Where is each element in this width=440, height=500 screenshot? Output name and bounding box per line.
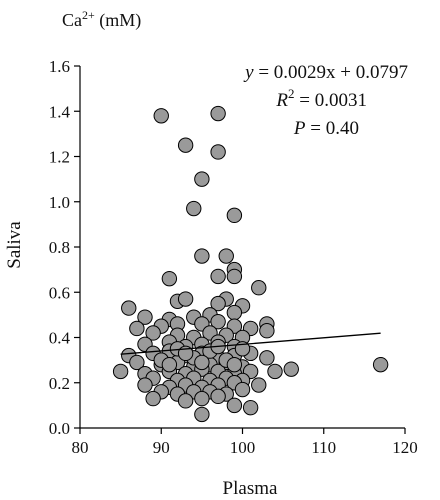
- y-tick-label: 1.2: [49, 148, 70, 167]
- p-value-text: P = 0.40: [293, 118, 359, 139]
- data-point: [177, 393, 194, 409]
- regression-line: [120, 332, 381, 355]
- data-point: [218, 248, 234, 264]
- y-axis-title: Saliva: [4, 221, 25, 269]
- data-point: [153, 108, 169, 124]
- data-point: [226, 356, 243, 373]
- y-tick-label: 0.4: [49, 329, 71, 348]
- data-point: [210, 295, 226, 312]
- regression-annotation: y = 0.0029x + 0.0797 R2 = 0.0031 P = 0.4…: [243, 62, 408, 139]
- data-point: [194, 248, 210, 264]
- y-tick-label: 0.0: [49, 419, 70, 438]
- x-tick-label: 110: [311, 438, 336, 457]
- data-point: [186, 200, 202, 217]
- x-tick-label: 80: [72, 438, 89, 457]
- data-point: [267, 363, 283, 380]
- data-point: [161, 270, 178, 287]
- data-point: [177, 291, 194, 307]
- data-point: [210, 105, 226, 122]
- data-point: [210, 388, 226, 405]
- y-tick-label: 1.0: [49, 193, 70, 212]
- data-point: [129, 320, 145, 337]
- data-point: [226, 207, 243, 224]
- y-tick-label: 0.8: [49, 238, 70, 257]
- data-point: [145, 390, 161, 407]
- data-point: [210, 313, 226, 330]
- data-point: [251, 377, 267, 393]
- y-tick-label: 1.6: [49, 57, 70, 76]
- data-point: [137, 377, 153, 393]
- unit-label: Ca2+ (mM): [62, 8, 141, 31]
- data-point: [210, 268, 226, 285]
- data-point: [210, 144, 226, 160]
- data-point: [259, 350, 275, 366]
- x-tick-label: 90: [153, 438, 170, 457]
- data-point: [194, 171, 210, 187]
- data-point: [226, 397, 243, 414]
- data-point: [194, 406, 210, 423]
- data-point: [145, 325, 161, 341]
- data-point: [121, 300, 137, 316]
- data-points: [112, 105, 389, 423]
- y-tick-label: 0.6: [49, 283, 70, 302]
- data-point: [242, 399, 259, 416]
- y-tick-label: 0.2: [49, 374, 70, 393]
- r-squared-text: R2 = 0.0031: [275, 86, 367, 111]
- data-point: [129, 354, 145, 371]
- regression-line-group: [120, 332, 381, 355]
- y-tick-label: 1.4: [49, 102, 71, 121]
- x-tick-label: 100: [230, 438, 256, 457]
- data-point: [251, 280, 267, 296]
- ticks: 0.0 0.2 0.4 0.6 0.8 1.0 1.2 1.4 1.6 80 90 100 110 120: [49, 57, 418, 457]
- x-tick-label: 120: [392, 438, 418, 457]
- data-point: [194, 390, 210, 407]
- data-point: [259, 323, 275, 339]
- data-point: [283, 361, 299, 377]
- data-point: [137, 309, 153, 325]
- data-point: [161, 356, 178, 373]
- data-point: [372, 356, 389, 373]
- data-point: [112, 363, 129, 380]
- data-point: [226, 268, 243, 285]
- equation-text: y = 0.0029x + 0.0797: [243, 62, 408, 83]
- x-axis-title: Plasma: [223, 478, 278, 499]
- data-point: [177, 137, 194, 153]
- data-point: [234, 381, 251, 398]
- data-point: [226, 304, 243, 321]
- data-point: [194, 354, 210, 371]
